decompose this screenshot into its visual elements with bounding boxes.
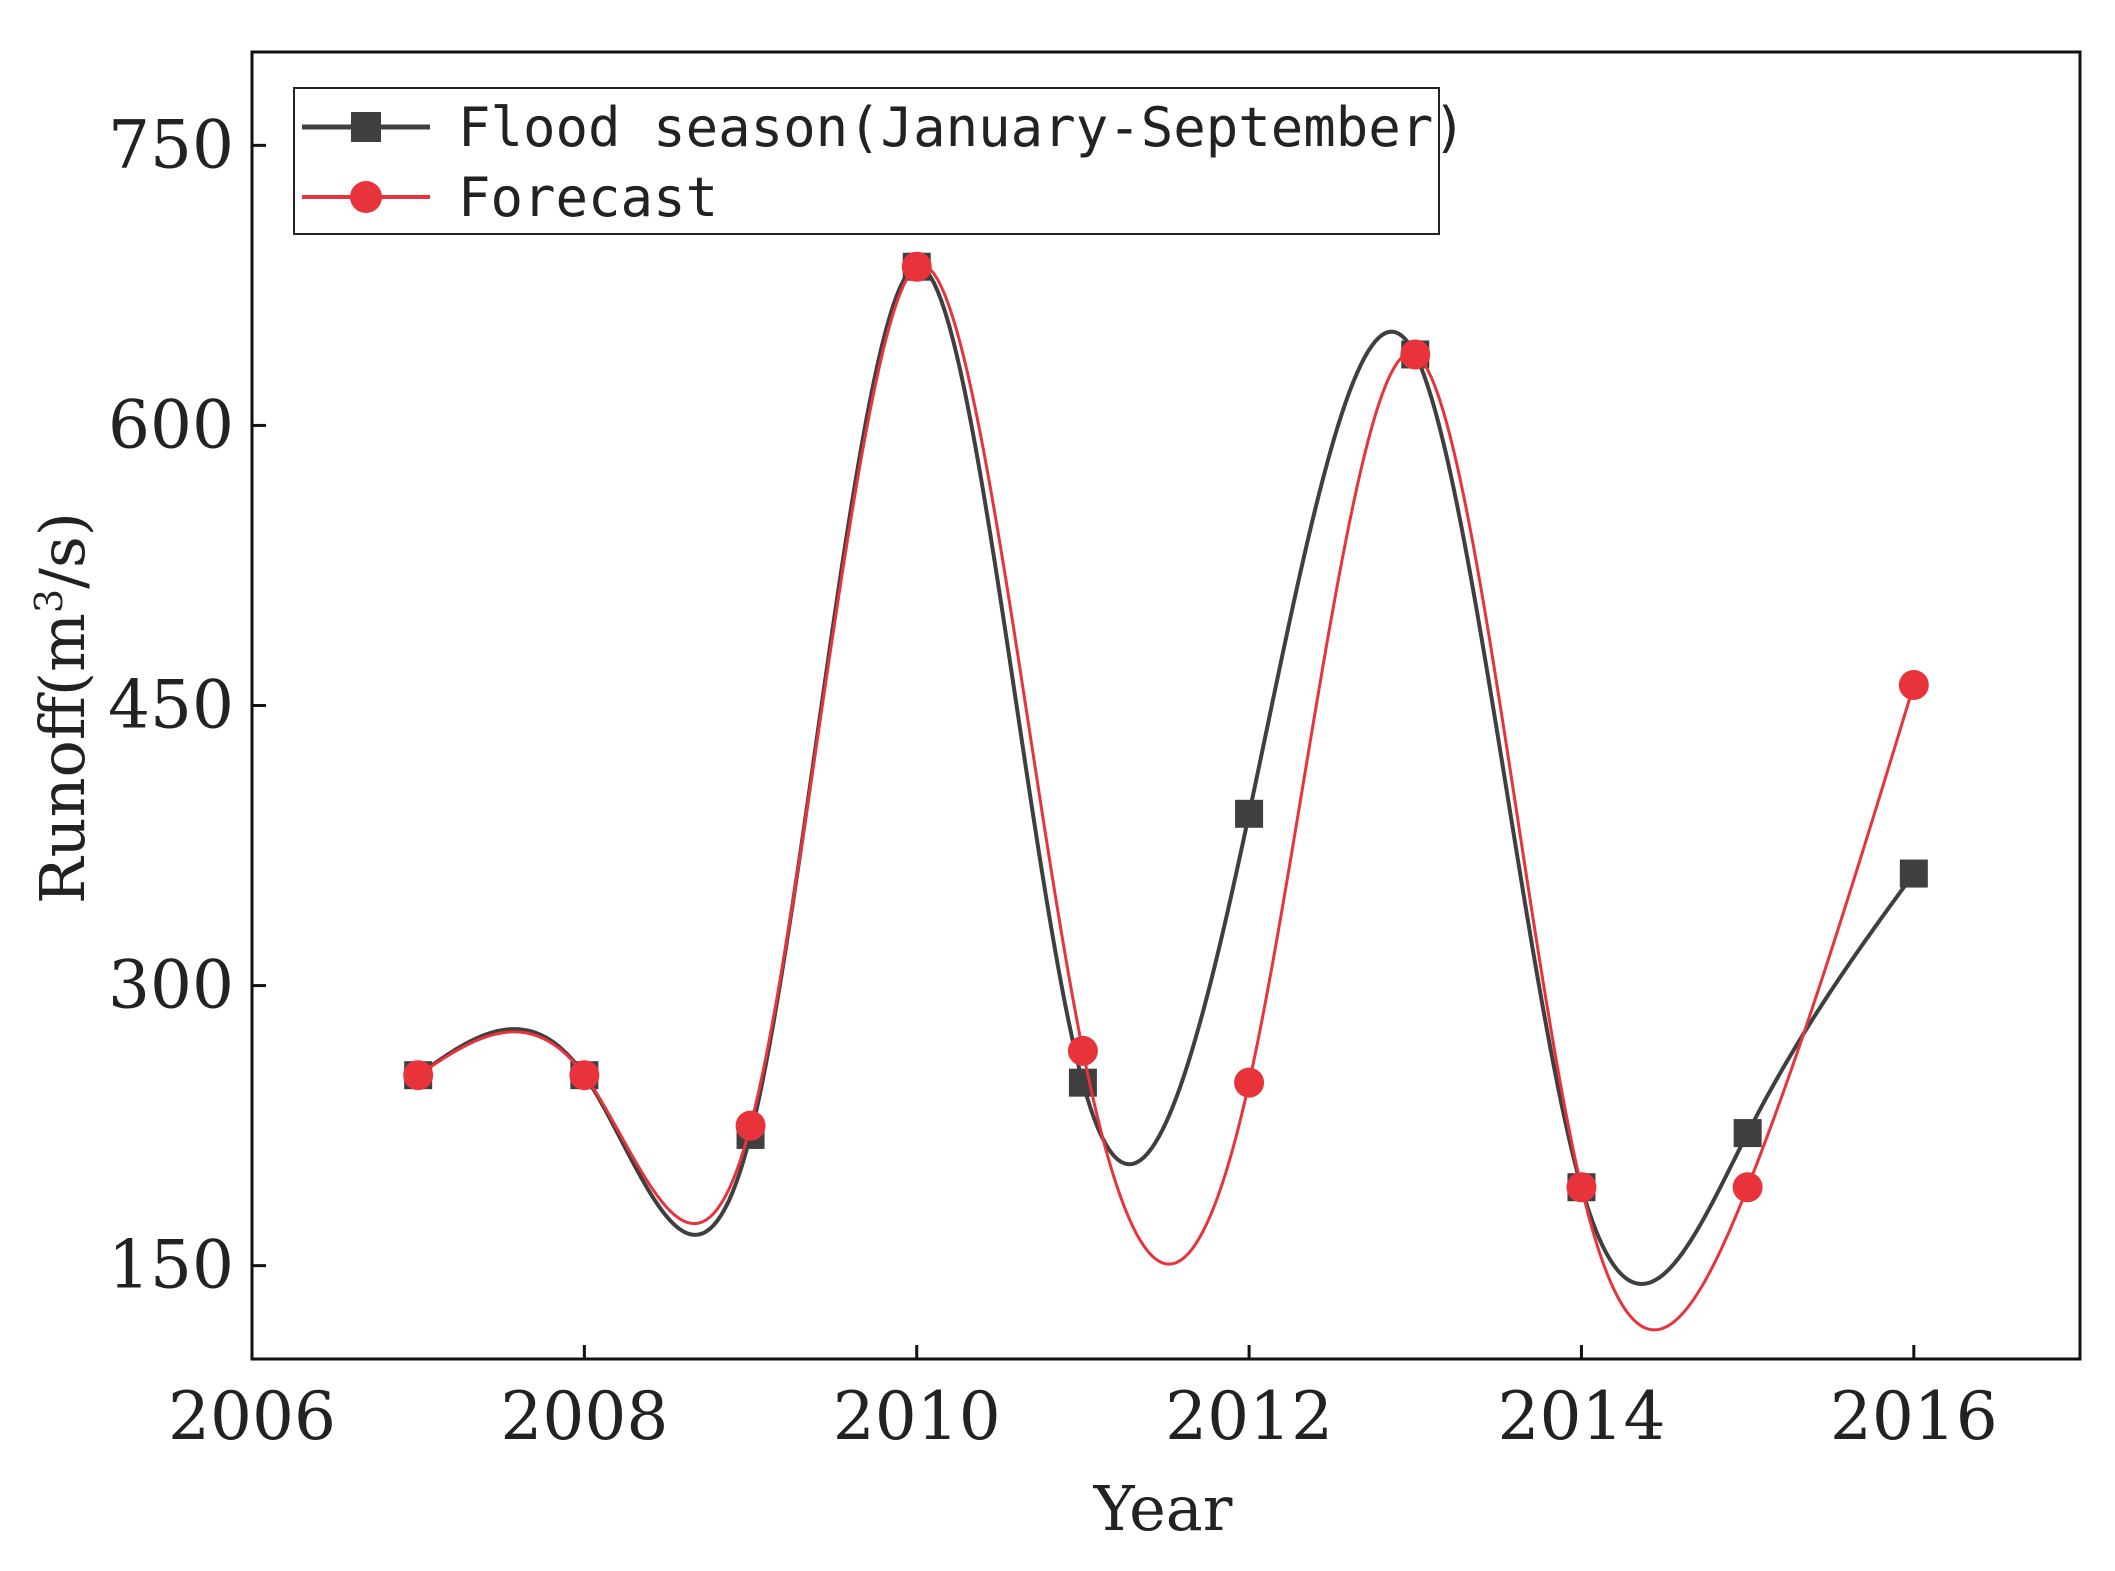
y-tick-label: 750 (108, 106, 234, 183)
y-axis-title-superscript: 3 (27, 589, 71, 613)
legend-entry-flood-season: Flood season(January-September) (302, 96, 1466, 159)
legend-flood-season-label: Flood season(January-September) (458, 96, 1466, 159)
data-point-flood-season (1733, 1119, 1762, 1148)
y-tick-label: 150 (108, 1227, 234, 1304)
data-point-forecast (1732, 1172, 1763, 1203)
plot-area (403, 251, 1929, 1332)
data-point-forecast (1400, 339, 1431, 370)
data-point-forecast (1566, 1172, 1597, 1203)
plot-frame (250, 50, 2082, 1361)
x-tick-label: 2010 (833, 1378, 1001, 1455)
data-point-forecast (403, 1060, 434, 1091)
x-tick-label: 2014 (1497, 1378, 1665, 1455)
legend-forecast-label: Forecast (458, 166, 718, 229)
y-axis-title: Runoff(m3/s) (26, 512, 99, 904)
y-tick-label: 600 (108, 386, 234, 463)
data-point-forecast (1067, 1035, 1098, 1066)
legend-entry-forecast: Forecast (302, 166, 718, 229)
legend-forecast-circle-icon (350, 181, 382, 213)
x-tick-label: 2006 (168, 1378, 336, 1455)
data-point-forecast (569, 1060, 600, 1091)
legend: Flood season(January-September) Forecast (293, 87, 1466, 235)
y-axis-title-unit: /s) (26, 512, 99, 589)
data-point-forecast (1234, 1067, 1265, 1098)
x-axis-title: Year (1093, 1472, 1233, 1545)
data-point-forecast (1898, 669, 1929, 700)
legend-box (293, 87, 1440, 235)
y-axis: 150 300 450 600 750 (108, 106, 266, 1304)
y-axis-title-main: Runoff(m (26, 613, 99, 904)
data-point-forecast (735, 1110, 766, 1141)
series-line-forecast (417, 263, 1916, 1332)
y-tick-label: 300 (108, 947, 234, 1024)
data-point-flood-season (1235, 799, 1264, 828)
x-tick-label: 2008 (500, 1378, 668, 1455)
x-tick-label: 2016 (1830, 1378, 1998, 1455)
x-tick-label: 2012 (1165, 1378, 1333, 1455)
legend-flood-season-square-icon (351, 112, 381, 142)
y-tick-label: 450 (108, 667, 234, 744)
data-point-forecast (901, 251, 932, 282)
x-axis: 2006 2008 2010 2012 2014 2016 (168, 1345, 1998, 1455)
data-point-flood-season (1899, 859, 1928, 888)
series-line-flood-season (417, 264, 1916, 1286)
